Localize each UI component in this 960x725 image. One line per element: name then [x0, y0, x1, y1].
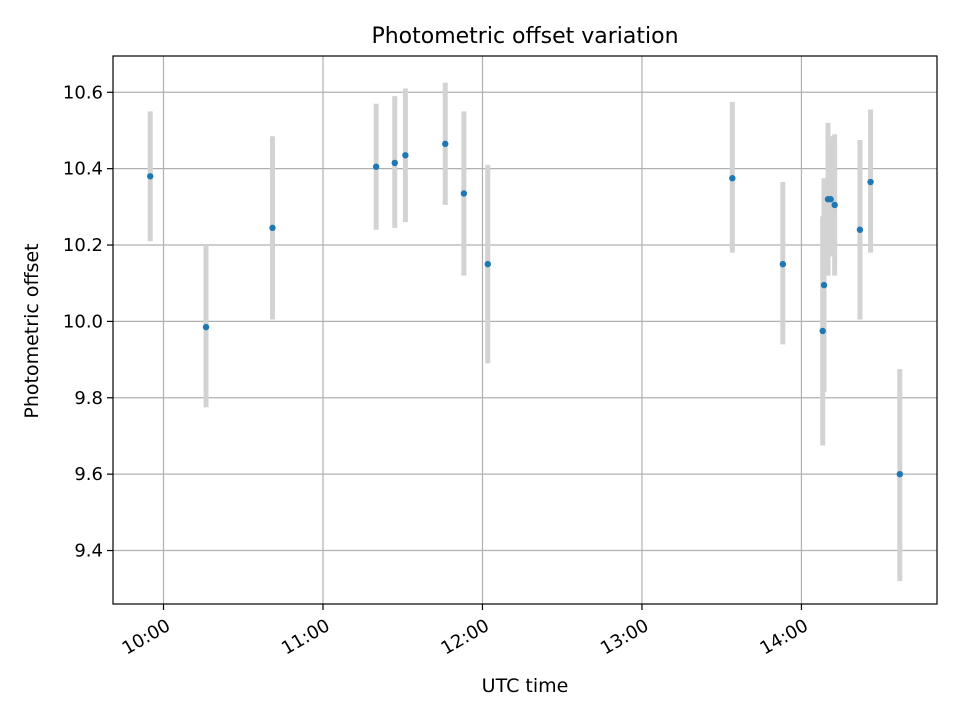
y-tick-label: 9.6: [74, 464, 103, 485]
data-point: [269, 224, 276, 232]
y-tick-label: 10.4: [63, 159, 103, 180]
x-tick-label: 11:00: [278, 615, 333, 659]
data-point: [460, 190, 468, 197]
chart-title: Photometric offset variation: [371, 24, 678, 49]
data-point: [856, 226, 864, 233]
x-axis-label: UTC time: [482, 675, 569, 697]
data-point: [147, 173, 154, 180]
data-point: [202, 323, 210, 331]
data-point: [391, 159, 398, 167]
y-axis-ticks: 9.4 9.6 9.8 10.0 10.2 10.4 10.6: [63, 82, 113, 562]
y-tick-label: 9.4: [74, 541, 103, 562]
x-tick-label: 10:00: [119, 615, 174, 659]
x-tick-label: 13:00: [597, 615, 652, 659]
y-tick-label: 9.8: [74, 388, 103, 409]
x-tick-label: 12:00: [438, 615, 493, 659]
data-point: [484, 260, 491, 268]
data-point: [729, 175, 736, 182]
data-point: [896, 470, 903, 478]
data-point: [819, 327, 826, 335]
y-tick-label: 10.2: [63, 235, 103, 256]
grid-lines: [113, 56, 937, 604]
y-tick-label: 10.6: [63, 82, 103, 103]
data-point: [867, 178, 874, 186]
data-point: [831, 201, 838, 209]
data-point: [442, 140, 449, 148]
data-point: [820, 281, 828, 289]
data-point: [372, 163, 380, 170]
data-point: [779, 260, 787, 268]
plot-frame: [112, 55, 938, 605]
data-points: [147, 140, 903, 478]
x-tick-label: 14:00: [757, 615, 812, 659]
data-point: [402, 152, 409, 159]
y-tick-label: 10.0: [63, 311, 103, 332]
data-point: [827, 196, 834, 203]
x-axis-ticks: 10:00 11:00 12:00 13:00 14:00: [119, 604, 812, 659]
y-axis-label: Photometric offset: [21, 243, 43, 418]
error-bars: [147, 82, 903, 582]
